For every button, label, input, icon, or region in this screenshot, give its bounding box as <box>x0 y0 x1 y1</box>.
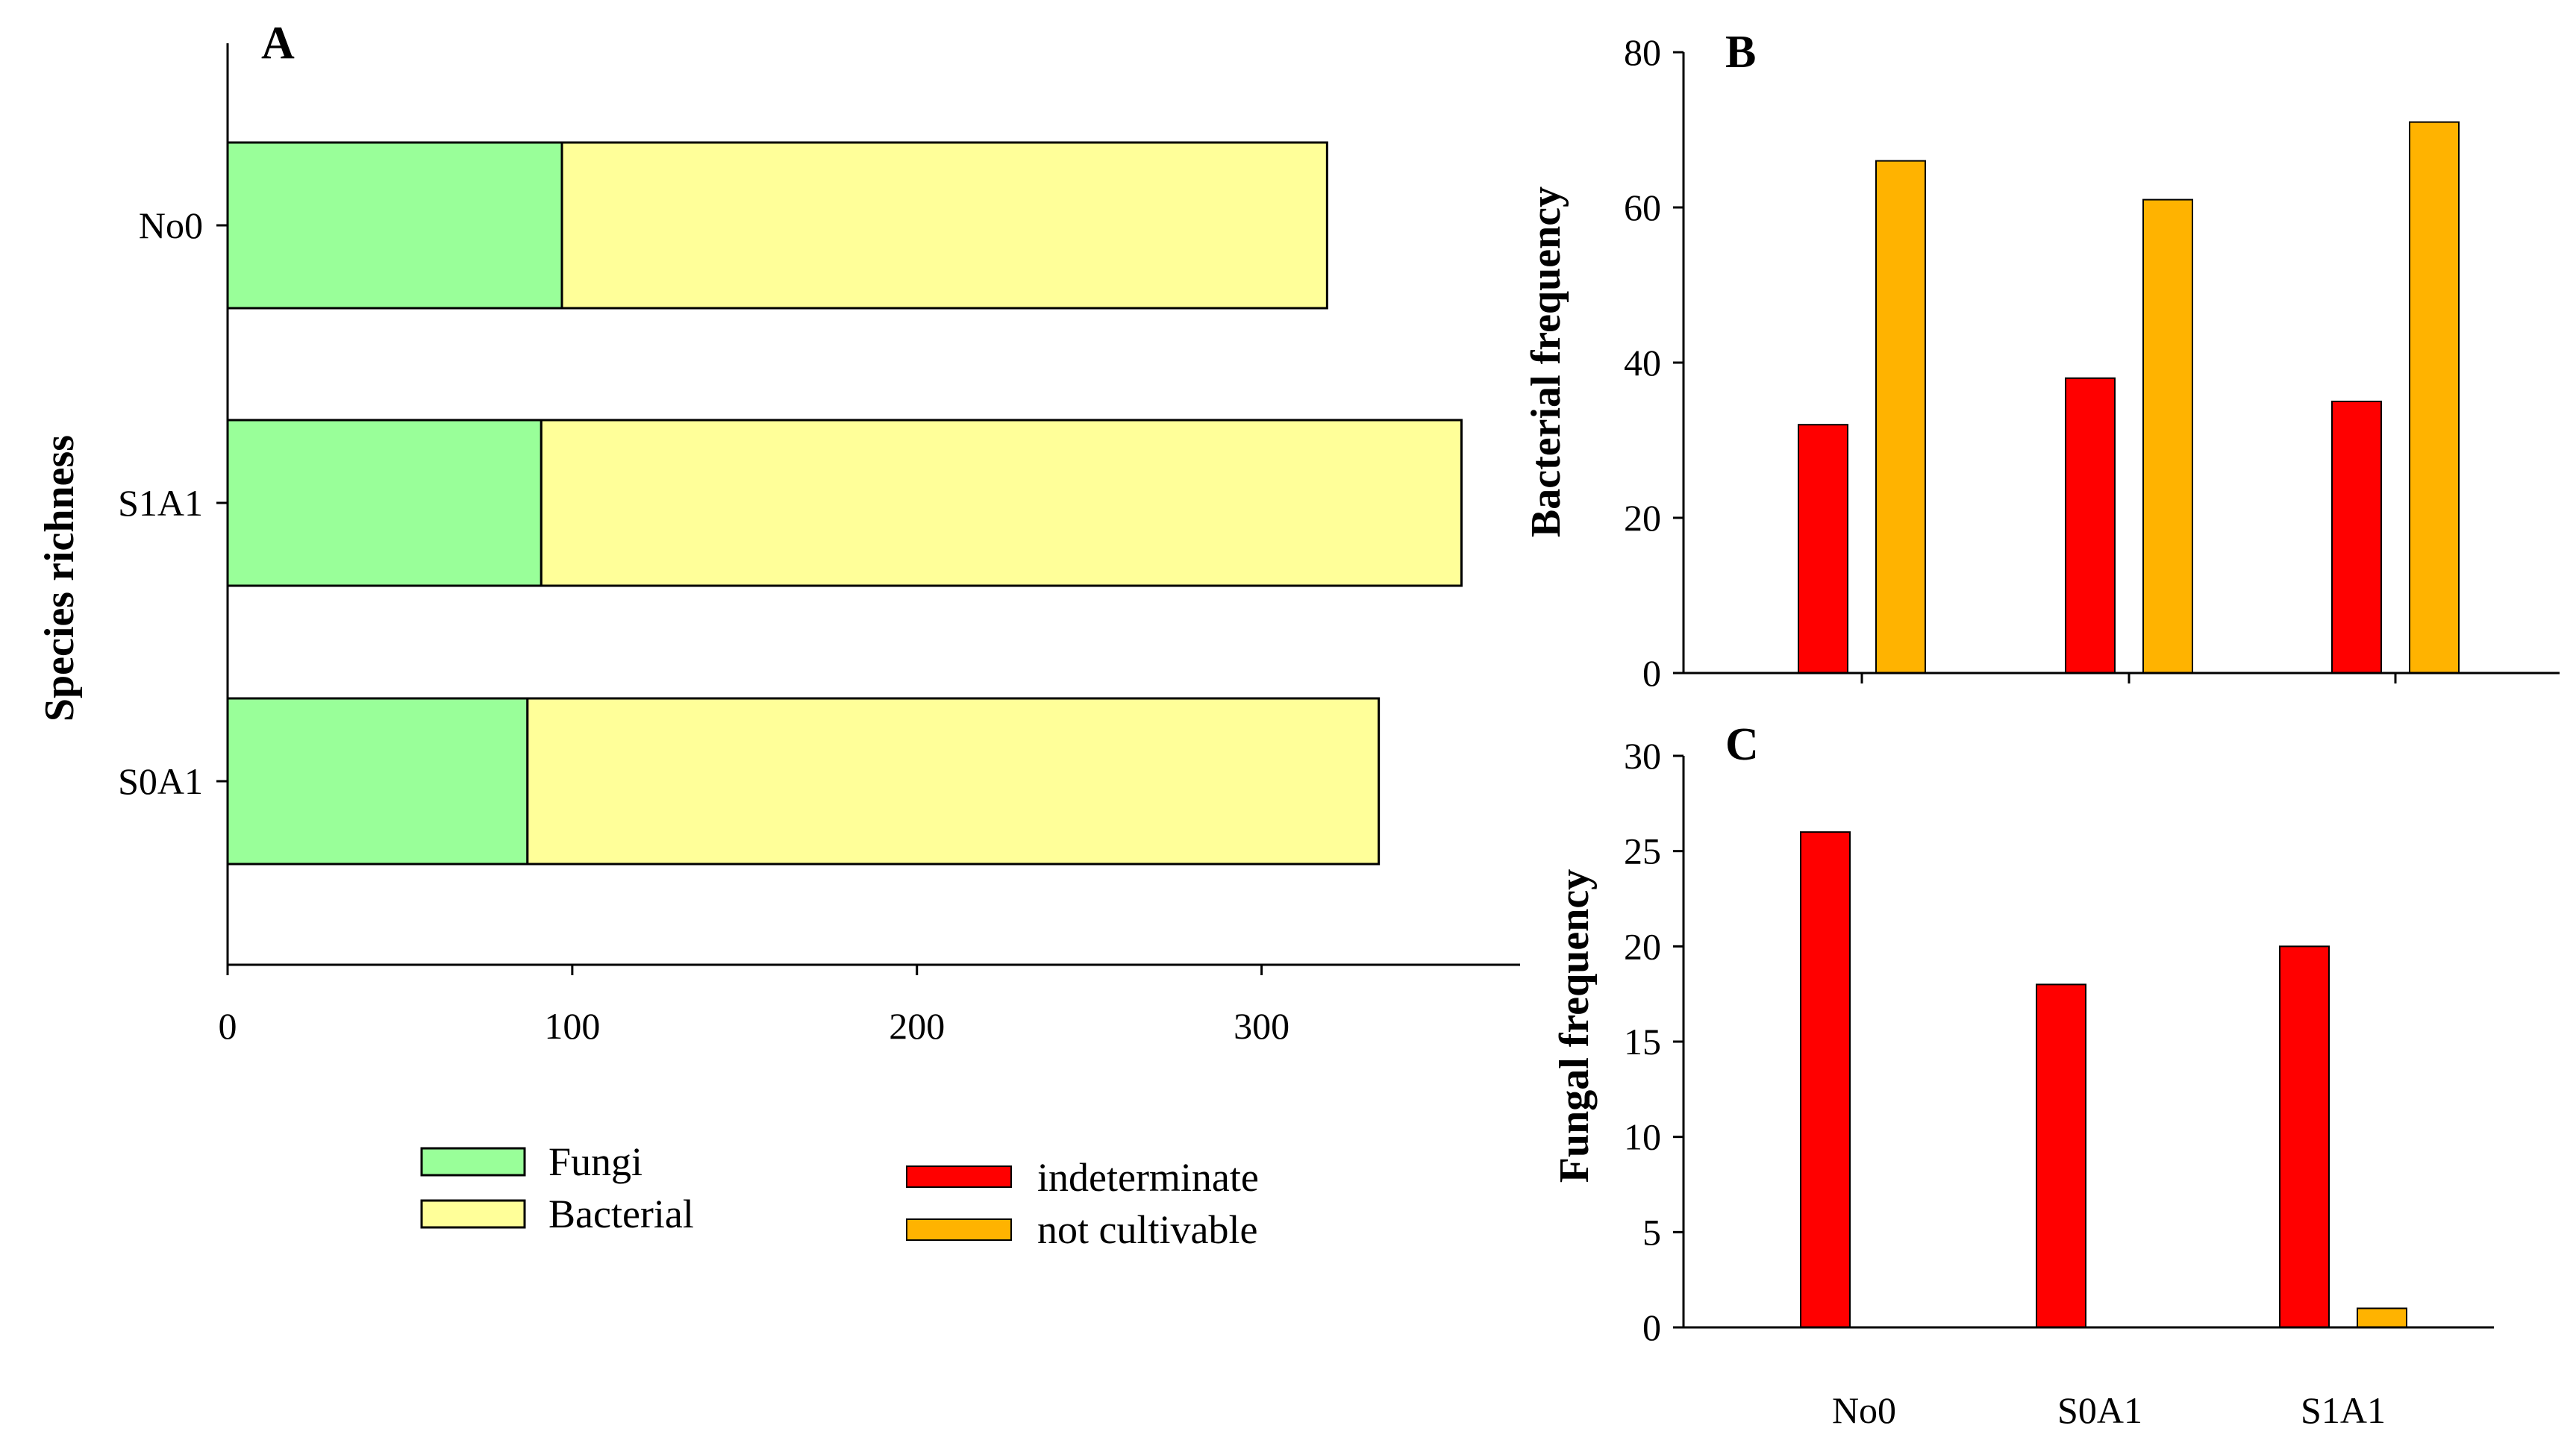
b-bar-not-cultivable-s1a1 <box>2409 121 2460 675</box>
panel-b-bars <box>1798 121 2460 675</box>
b-bar-indeterminate-s1a1 <box>2331 401 2382 674</box>
panel-c-bars <box>1800 831 2407 1329</box>
bar-bacterial-no0 <box>560 141 1328 310</box>
bar-bacterial-s0a1 <box>526 697 1381 866</box>
ytick-label-s1a1: S1A1 <box>118 482 203 524</box>
legend-a: Fungi Bacterial <box>420 1139 694 1236</box>
c-ytick-label-5: 5 <box>1642 1211 1661 1253</box>
ytick-label-s0a1: S0A1 <box>118 760 203 802</box>
b-bar-indeterminate-s0a1 <box>2065 377 2116 674</box>
c-bar-indeterminate-s1a1 <box>2279 945 2330 1329</box>
legend-fungi-label: Fungi <box>548 1139 643 1184</box>
c-ytick-label-0: 0 <box>1642 1307 1661 1348</box>
b-ytick-label-40: 40 <box>1624 342 1661 384</box>
c-ytick-label-30: 30 <box>1624 735 1661 777</box>
panel-b-ylabel: Bacterial frequency <box>1523 187 1569 537</box>
panel-b: B Bacterial frequency 0 20 40 60 80 <box>1523 27 2560 694</box>
legend-indeterminate-swatch <box>906 1165 1012 1188</box>
c-ytick-label-25: 25 <box>1624 830 1661 872</box>
c-xtick-label-s1a1: S1A1 <box>2301 1389 2386 1431</box>
panel-b-letter: B <box>1725 27 1756 78</box>
c-bar-not-cultivable-s1a1 <box>2357 1307 2407 1329</box>
panel-a: A Species richness No0 S1A1 S0A1 0 100 200 300 <box>37 18 1520 1047</box>
panel-c-ylabel: Fungal frequency <box>1551 869 1598 1183</box>
legend-bacterial-label: Bacterial <box>548 1192 694 1236</box>
panel-c: C Fungal frequency No0 S0A1 S1A1 0 5 10 15 20 25… <box>1551 719 2494 1431</box>
c-xtick-label-s0a1: S0A1 <box>2057 1389 2142 1431</box>
panel-a-letter: A <box>261 18 295 69</box>
b-bar-not-cultivable-s0a1 <box>2142 198 2193 675</box>
b-ytick-label-20: 20 <box>1624 497 1661 539</box>
xtick-label-100: 100 <box>544 1005 600 1047</box>
panel-a-bars <box>226 141 1463 866</box>
c-ytick-label-10: 10 <box>1624 1116 1661 1158</box>
legend-bc: indeterminate not cultivable <box>906 1155 1259 1252</box>
b-bar-not-cultivable-no0 <box>1875 160 1926 675</box>
bar-fungi-s0a1 <box>226 697 529 866</box>
bar-bacterial-s1a1 <box>540 419 1463 587</box>
c-bar-indeterminate-s0a1 <box>2036 983 2086 1329</box>
b-ytick-label-0: 0 <box>1642 652 1661 694</box>
panel-c-letter: C <box>1725 719 1759 770</box>
bar-fungi-s1a1 <box>226 419 543 587</box>
b-ytick-label-60: 60 <box>1624 187 1661 228</box>
panel-a-ylabel: Species richness <box>37 435 83 722</box>
panel-b-axes: 0 20 40 60 80 <box>1624 31 2560 694</box>
b-ytick-label-80: 80 <box>1624 31 1661 73</box>
c-ytick-label-20: 20 <box>1624 925 1661 967</box>
legend-bacterial-swatch <box>420 1199 526 1229</box>
b-bar-indeterminate-no0 <box>1798 424 1848 674</box>
c-ytick-label-15: 15 <box>1624 1021 1661 1063</box>
legend-not-cultivable-swatch <box>906 1218 1012 1241</box>
panel-a-axes: No0 S1A1 S0A1 0 100 200 300 <box>118 43 1520 1047</box>
c-bar-indeterminate-no0 <box>1800 831 1851 1328</box>
legend-fungi-swatch <box>420 1147 526 1177</box>
xtick-label-0: 0 <box>219 1005 237 1047</box>
xtick-label-200: 200 <box>889 1005 945 1047</box>
c-xtick-label-no0: No0 <box>1832 1389 1896 1431</box>
xtick-label-300: 300 <box>1234 1005 1289 1047</box>
legend-not-cultivable-label: not cultivable <box>1037 1207 1257 1252</box>
ytick-label-no0: No0 <box>139 204 203 246</box>
bar-fungi-no0 <box>226 141 563 310</box>
legend-indeterminate-label: indeterminate <box>1037 1155 1259 1200</box>
panel-c-axes: No0 S0A1 S1A1 0 5 10 15 20 25 30 <box>1624 735 2494 1431</box>
